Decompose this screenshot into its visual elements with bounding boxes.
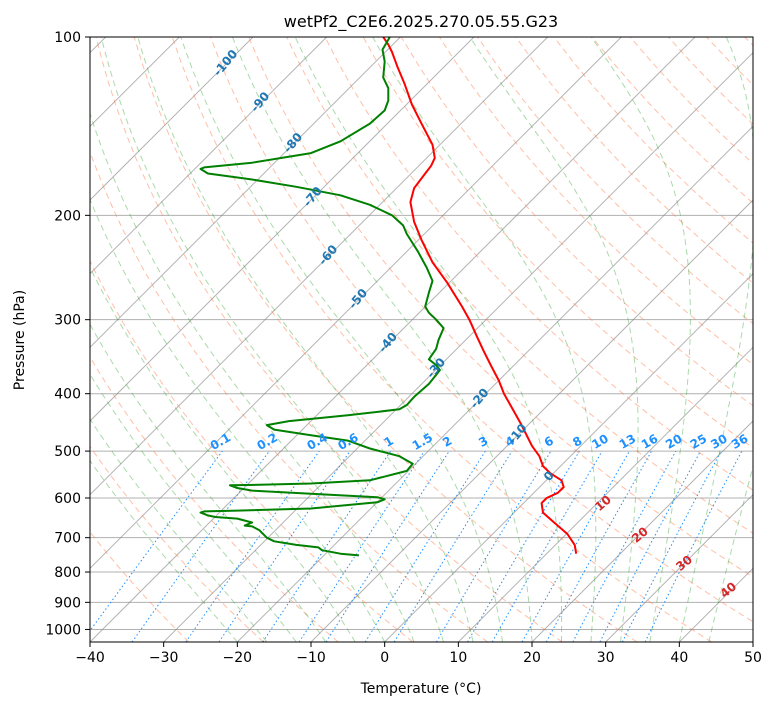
x-tick-label: 50	[744, 650, 762, 666]
dry-adiabat-line	[248, 37, 753, 578]
moist-adiabat-line	[90, 111, 415, 642]
plot-frame	[89, 36, 754, 643]
y-tick-label: 400	[54, 387, 81, 403]
y-tick-label: 600	[54, 491, 81, 507]
moist-adiabat-line	[137, 37, 474, 642]
y-tick-label: 900	[54, 595, 81, 611]
isotherm-line	[90, 37, 328, 275]
x-tick-label: 40	[670, 650, 688, 666]
moist-adiabat-line	[372, 37, 597, 642]
y-tick-label: 700	[54, 531, 81, 547]
moist-adiabat-line	[708, 464, 753, 642]
isotherm-line	[163, 51, 753, 642]
isotherm-line	[90, 37, 696, 642]
mixing-ratio-line	[545, 450, 653, 642]
isotherm-line	[457, 346, 753, 642]
moist-adiabat-line	[90, 198, 386, 642]
y-tick-label: 1000	[45, 622, 81, 638]
mixing-ratio-line	[644, 450, 743, 642]
series-line-0	[382, 37, 578, 554]
mixing-ratio-line	[90, 450, 223, 632]
isotherm-line	[90, 37, 254, 201]
mixing-ratio-line	[298, 450, 425, 642]
chart-title: wetPf2_C2E6.2025.270.05.55.G23	[284, 12, 558, 32]
x-tick-label: 30	[597, 650, 615, 666]
moist-adiabat-line	[678, 37, 753, 642]
isotherm-line	[236, 125, 753, 642]
x-tick-label: −30	[149, 650, 179, 666]
dry-adiabat-line	[90, 259, 414, 642]
y-tick-label: 300	[54, 313, 81, 329]
dry-adiabat-line	[210, 37, 753, 623]
y-tick-label: 100	[54, 30, 81, 46]
moist-adiabat-line	[90, 373, 297, 642]
mixing-ratio-line	[185, 450, 320, 642]
moist-adiabat-line	[180, 37, 503, 642]
axis-ticks: −40 −30 −20 −10 0 10 20 30 40 50 100 200 300 400 500 60…	[45, 30, 762, 666]
background-lines	[90, 37, 753, 642]
series-line-1	[199, 37, 445, 557]
plot-background	[90, 37, 753, 642]
moist-adiabat-line	[100, 37, 445, 642]
profile-lines	[199, 37, 578, 557]
dry-adiabat-line	[90, 445, 264, 642]
y-tick-label: 800	[54, 565, 81, 581]
x-tick-label: 0	[380, 650, 389, 666]
mixing-ratio-line	[218, 450, 351, 642]
x-tick-label: −40	[75, 650, 105, 666]
moist-adiabat-line	[590, 37, 691, 642]
y-axis-title: Pressure (hPa)	[12, 290, 28, 390]
isotherm-line	[90, 37, 622, 570]
dry-adiabat-line	[90, 356, 339, 642]
y-tick-label: 500	[54, 444, 81, 460]
isotherm-line	[90, 37, 549, 496]
moist-adiabat-line	[469, 37, 639, 642]
dry-adiabat-line	[324, 37, 753, 491]
mixing-ratio-line	[393, 450, 513, 642]
dry-adiabat-line	[286, 37, 753, 534]
x-tick-label: 20	[523, 650, 541, 666]
dry-adiabat-line	[133, 37, 638, 642]
isotherm-line	[90, 37, 401, 349]
isotherm-line	[384, 272, 753, 642]
mixing-ratio-line	[131, 450, 270, 642]
moist-adiabat-line	[90, 459, 238, 642]
moist-adiabat-line	[231, 37, 533, 642]
x-tick-label: −20	[223, 650, 253, 666]
pressure-grid	[90, 37, 753, 630]
mixing-ratio-line	[572, 450, 677, 642]
x-tick-label: 10	[449, 650, 467, 666]
mixing-ratio-line	[521, 450, 630, 642]
mixing-ratio-line	[325, 450, 450, 642]
dry-adiabat-line	[515, 37, 753, 284]
moist-adiabat-line	[90, 323, 327, 642]
moist-adiabat-line	[294, 37, 563, 642]
x-axis-title: Temperature (°C)	[360, 681, 482, 697]
isotherm-line	[752, 641, 753, 642]
isotherm-line	[90, 37, 475, 422]
isotherm-line	[531, 420, 753, 642]
y-tick-label: 200	[54, 208, 81, 224]
isotherm-line	[605, 493, 753, 642]
mixing-ratio-line	[262, 450, 392, 642]
dry-adiabat-line	[95, 37, 563, 642]
dry-adiabat-line	[171, 37, 712, 642]
moist-adiabat-line	[90, 418, 268, 642]
x-tick-label: −10	[296, 650, 326, 666]
